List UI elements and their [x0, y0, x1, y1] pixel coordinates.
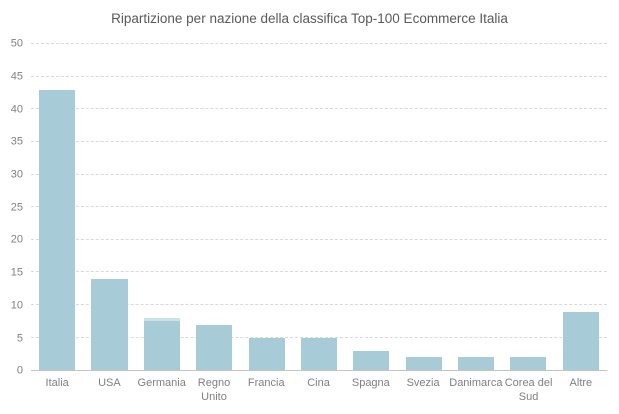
x-label-usa: USA: [98, 377, 121, 390]
bar-italia: [39, 89, 76, 371]
gridline-35: [31, 141, 607, 142]
bar-slot-regno-unito: [188, 44, 240, 371]
y-tick-25: 25: [10, 201, 23, 214]
bar-corea-del-sud: [510, 357, 547, 371]
chart-title: Ripartizione per nazione della classific…: [111, 11, 508, 26]
x-label-germania: Germania: [137, 377, 186, 390]
bar-slot-cina: [293, 44, 345, 371]
y-tick-50: 50: [10, 37, 23, 50]
x-label-altre: Altre: [569, 377, 593, 390]
x-label-spagna: Spagna: [351, 377, 390, 390]
bar-francia: [248, 337, 285, 371]
y-tick-40: 40: [10, 103, 23, 116]
bar-cina: [300, 337, 338, 371]
bars-group: [31, 44, 607, 371]
gridline-50: [31, 43, 607, 45]
gridline-30: [31, 173, 607, 175]
gridline-15: [31, 271, 607, 273]
y-tick-20: 20: [10, 233, 23, 246]
y-tick-30: 30: [10, 168, 23, 181]
gridline-5: [31, 336, 607, 338]
gridline-45: [31, 75, 607, 77]
bar-slot-francia: [240, 44, 292, 371]
bar-svezia: [405, 357, 442, 371]
y-tick-35: 35: [10, 135, 23, 148]
bar-slot-italia: [31, 44, 83, 371]
y-axis: 0 5 10 15 20 25 30 35 40 45 50: [0, 38, 31, 376]
x-label-svezia: Svezia: [406, 377, 440, 390]
bar-spagna: [353, 350, 390, 371]
y-tick-15: 15: [10, 266, 23, 279]
y-tick-10: 10: [10, 299, 23, 312]
bar-germania: [143, 318, 180, 371]
gridline-10: [31, 304, 607, 305]
bar-danimarca: [457, 357, 495, 371]
bar-slot-svezia: [398, 44, 450, 371]
y-tick-0: 0: [16, 364, 23, 377]
gridline-40: [31, 108, 607, 110]
x-label-italia: Italia: [45, 377, 69, 390]
bar-altre: [562, 311, 599, 371]
x-label-corea-del-sud: Corea del Sud: [504, 377, 553, 404]
bar-usa: [91, 278, 128, 371]
x-label-regno-unito: Regno Unito: [197, 377, 231, 404]
bar-slot-germania: [136, 44, 188, 371]
chart-plot-grid: 0 5 10 15 20 25 30 35 40 45 50 Italia USA Germania Re…: [0, 38, 619, 405]
gridline-25: [31, 206, 607, 208]
bar-slot-spagna: [345, 44, 397, 371]
gridline-20: [31, 238, 607, 240]
y-tick-45: 45: [10, 70, 23, 83]
x-axis: Italia USA Germania Regno Unito Francia Cina S…: [31, 371, 607, 405]
y-tick-5: 5: [16, 332, 23, 344]
x-axis-spacer: [0, 371, 31, 405]
bar-slot-altre: [555, 44, 607, 371]
x-label-francia: Francia: [247, 377, 285, 390]
plot-area: [31, 43, 607, 372]
x-label-cina: Cina: [307, 377, 330, 390]
bar-slot-usa: [83, 44, 135, 371]
x-label-danimarca: Danimarca: [449, 377, 503, 390]
bar-slot-danimarca: [450, 44, 502, 371]
bar-regno-unito: [196, 324, 233, 371]
bar-slot-corea-del-sud: [502, 44, 554, 371]
